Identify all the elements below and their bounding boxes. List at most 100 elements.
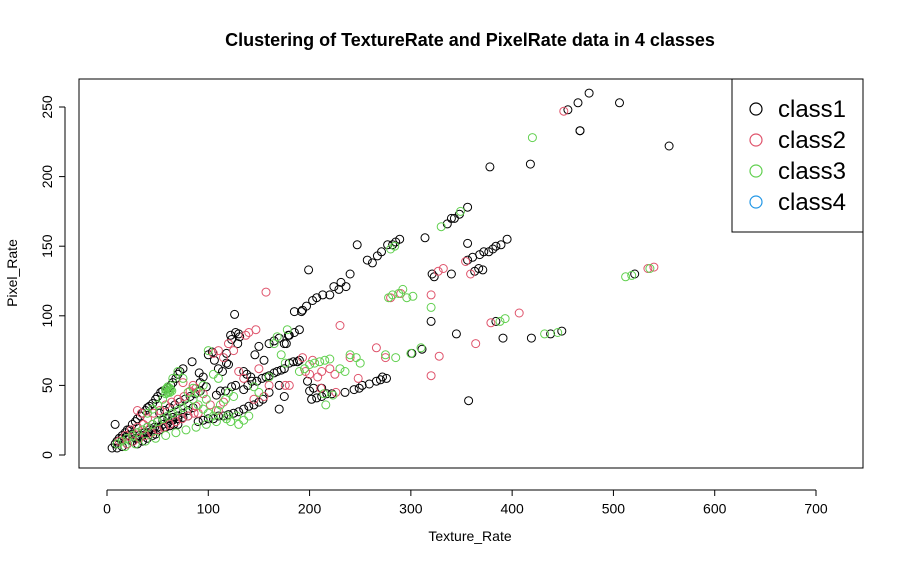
point-class3 xyxy=(161,431,171,440)
point-class3 xyxy=(198,404,208,414)
point-class3 xyxy=(325,354,335,364)
point-class1 xyxy=(233,339,243,349)
point-class2 xyxy=(213,346,223,356)
point-class3 xyxy=(141,436,150,446)
point-class3 xyxy=(143,408,152,418)
point-class3 xyxy=(321,400,331,410)
point-class3 xyxy=(280,358,290,368)
point-class2 xyxy=(183,411,193,421)
x-tick-label: 600 xyxy=(703,500,727,516)
point-class1 xyxy=(254,397,264,407)
point-class1 xyxy=(340,387,350,397)
point-class2 xyxy=(466,269,476,279)
point-class1 xyxy=(557,326,567,336)
point-class2 xyxy=(234,367,244,376)
point-class1 xyxy=(274,404,284,414)
point-class1 xyxy=(496,240,506,250)
point-class3 xyxy=(201,419,211,429)
point-class3 xyxy=(527,133,537,143)
y-tick-label: 0 xyxy=(39,451,55,459)
point-class3 xyxy=(645,264,655,273)
point-class1 xyxy=(117,431,127,440)
point-class3 xyxy=(244,411,254,421)
point-class1 xyxy=(388,240,398,250)
point-class3 xyxy=(436,222,446,232)
point-class3 xyxy=(181,425,191,435)
point-class2 xyxy=(189,408,199,418)
point-class2 xyxy=(486,318,496,328)
y-tick-label: 150 xyxy=(39,234,55,258)
point-class1 xyxy=(427,269,437,279)
point-class2 xyxy=(317,367,327,376)
point-class3 xyxy=(232,411,242,421)
point-class1 xyxy=(178,408,188,418)
point-class2 xyxy=(514,308,524,318)
point-class3 xyxy=(282,325,292,335)
y-tick-label: 100 xyxy=(39,304,55,328)
point-class3 xyxy=(127,431,137,440)
point-class1 xyxy=(229,408,239,418)
point-class1 xyxy=(294,355,304,365)
legend-label: class3 xyxy=(778,158,846,185)
point-class1 xyxy=(284,358,294,368)
point-class1 xyxy=(213,411,223,421)
point-class3 xyxy=(495,316,505,326)
point-class3 xyxy=(381,350,390,360)
point-class2 xyxy=(386,293,396,303)
point-class1 xyxy=(573,98,583,108)
x-tick-label: 100 xyxy=(197,500,221,516)
point-class3 xyxy=(178,373,188,383)
point-class2 xyxy=(136,408,146,418)
point-class1 xyxy=(169,419,179,429)
point-class1 xyxy=(468,252,478,262)
point-class2 xyxy=(330,369,340,379)
point-class2 xyxy=(141,431,150,440)
y-tick-label: 250 xyxy=(39,95,55,119)
point-class1 xyxy=(362,255,372,265)
point-class2 xyxy=(433,266,443,276)
point-class1 xyxy=(442,219,452,229)
point-class3 xyxy=(416,343,426,353)
x-axis: 0 100 200 300 400 500 600 700 xyxy=(103,489,828,516)
point-class1 xyxy=(259,355,269,365)
point-class2 xyxy=(261,287,271,297)
point-class1 xyxy=(329,282,339,292)
point-class2 xyxy=(254,364,264,374)
point-class1 xyxy=(231,380,241,390)
chart-title: Clustering of TextureRate and PixelRate … xyxy=(225,30,715,50)
point-class2 xyxy=(219,353,228,363)
x-tick-label: 700 xyxy=(804,500,828,516)
point-class3 xyxy=(305,360,315,369)
point-class1 xyxy=(207,347,217,357)
point-class1 xyxy=(451,329,461,339)
point-class1 xyxy=(249,400,259,410)
point-class1 xyxy=(171,373,181,383)
point-class1 xyxy=(426,316,436,326)
point-class3 xyxy=(148,419,158,429)
point-class2 xyxy=(213,406,223,415)
point-class2 xyxy=(171,417,181,427)
point-class3 xyxy=(208,369,218,379)
point-class3 xyxy=(215,400,225,410)
point-class1 xyxy=(178,412,188,422)
point-class1 xyxy=(364,379,374,389)
point-class1 xyxy=(322,389,332,399)
point-class1 xyxy=(230,309,240,319)
point-class1 xyxy=(261,372,271,382)
point-class1 xyxy=(664,141,674,151)
point-class1 xyxy=(234,407,244,417)
point-class2 xyxy=(149,408,159,418)
point-class1 xyxy=(294,325,304,335)
point-class1 xyxy=(463,202,473,212)
point-class3 xyxy=(408,291,418,301)
point-class1 xyxy=(227,382,237,392)
point-class1 xyxy=(463,255,473,265)
point-class3 xyxy=(171,428,181,438)
point-class3 xyxy=(143,422,152,432)
point-class1 xyxy=(352,240,362,250)
point-class3 xyxy=(203,346,213,356)
point-class1 xyxy=(254,341,264,351)
point-class2 xyxy=(241,330,251,340)
point-class1 xyxy=(151,394,161,404)
